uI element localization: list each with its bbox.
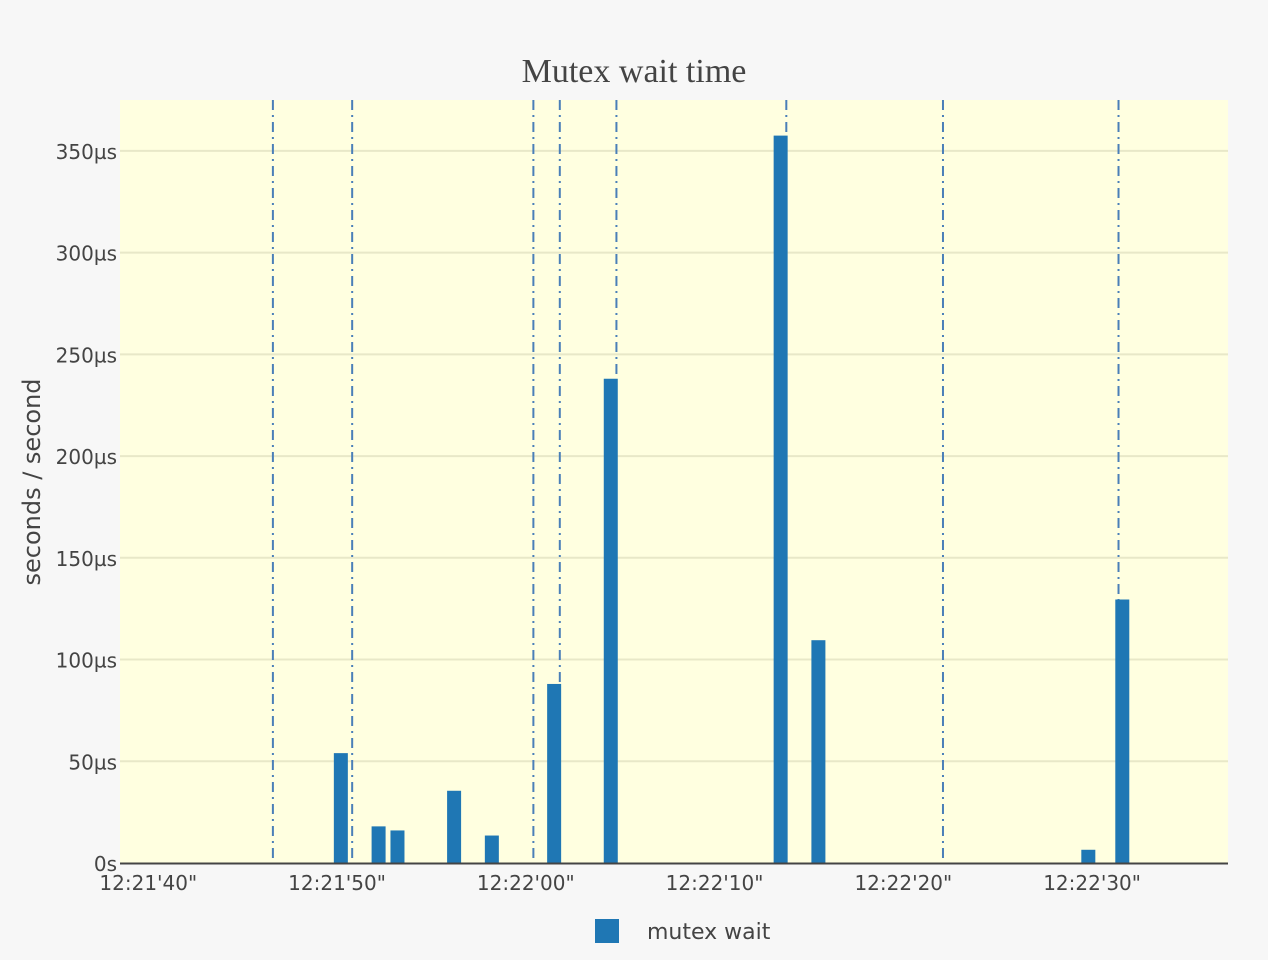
- x-tick-label: 12:21'40": [99, 871, 197, 895]
- y-tick-label: 350µs: [56, 140, 117, 164]
- y-axis-label: seconds / second: [18, 378, 46, 585]
- legend-label: mutex wait: [647, 920, 771, 945]
- y-tick-label: 100µs: [56, 649, 117, 673]
- bar: [333, 753, 348, 863]
- bar: [1081, 849, 1096, 863]
- bar: [484, 835, 499, 863]
- y-tick-label: 0s: [94, 852, 117, 876]
- gridlines: [120, 149, 1228, 763]
- plot-area: [120, 100, 1228, 863]
- x-tick-label: 12:22'10": [666, 871, 764, 895]
- y-tick-label: 250µs: [56, 343, 117, 367]
- x-tick-labels: 12:21'40" 12:21'50" 12:22'00" 12:22'10" 12:2…: [99, 871, 1141, 895]
- y-tick-label: 300µs: [56, 242, 117, 266]
- y-tick-label: 200µs: [56, 445, 117, 469]
- bar: [371, 826, 386, 863]
- bars: [333, 135, 1130, 863]
- legend-swatch: [595, 919, 619, 943]
- x-tick-label: 12:22'00": [477, 871, 575, 895]
- bar: [811, 640, 826, 863]
- bar: [447, 790, 462, 863]
- bar: [390, 830, 405, 863]
- x-tick-label: 12:22'20": [854, 871, 952, 895]
- legend[interactable]: mutex wait: [595, 919, 771, 945]
- x-tick-label: 12:21'50": [288, 871, 386, 895]
- bar: [603, 378, 618, 863]
- bar: [773, 135, 788, 863]
- bar: [547, 683, 562, 863]
- y-tick-label: 150µs: [56, 547, 117, 571]
- chart-title: Mutex wait time: [522, 53, 747, 90]
- bar: [1115, 599, 1130, 863]
- y-tick-labels: 0s 50µs 100µs 150µs 200µs 250µs 300µs 350µs: [56, 140, 117, 876]
- x-tick-label: 12:22'30": [1043, 871, 1141, 895]
- y-tick-label: 50µs: [68, 750, 117, 774]
